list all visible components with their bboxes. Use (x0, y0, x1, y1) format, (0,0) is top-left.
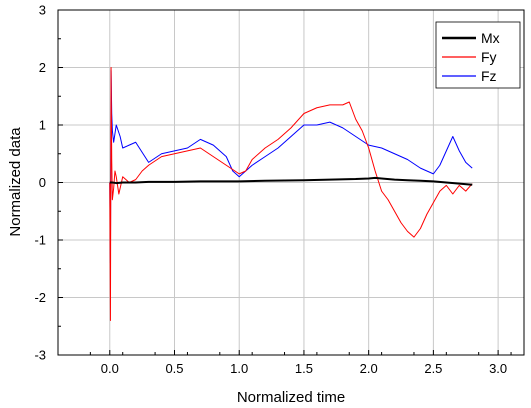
y-tick-label: -2 (34, 290, 46, 305)
legend: Mx Fy Fz (435, 21, 521, 89)
x-tick-label: 1.0 (230, 361, 248, 376)
y-tick-label: -3 (34, 348, 46, 363)
x-axis-title: Normalized time (237, 389, 345, 406)
series-line-mx (109, 176, 473, 186)
y-tick-label: 2 (39, 60, 46, 75)
x-tick-label: 3.0 (489, 361, 507, 376)
legend-box (435, 21, 521, 89)
legend-label-mx: Mx (481, 30, 500, 46)
x-tick-label: 2.5 (424, 361, 442, 376)
y-axis-title: Normalized data (7, 127, 24, 237)
series-line-fy (109, 67, 473, 321)
x-tick-label: 1.5 (295, 361, 313, 376)
y-tick-label: 3 (39, 3, 46, 18)
y-tick-label: 1 (39, 118, 46, 133)
series-layer (109, 67, 473, 321)
legend-label-fz: Fz (481, 68, 497, 84)
legend-label-fy: Fy (481, 49, 497, 65)
series-line-fz (109, 69, 473, 264)
x-tick-label: 0.5 (165, 361, 183, 376)
y-tick-label: 0 (39, 175, 46, 190)
y-tick-label: -1 (34, 233, 46, 248)
tick-layer: 0.0 0.5 1.0 1.5 2.0 2.5 3.0 -3 -2 -1 0 1 2 3 (34, 3, 512, 376)
x-tick-label: 2.0 (360, 361, 378, 376)
x-tick-label: 0.0 (101, 361, 119, 376)
